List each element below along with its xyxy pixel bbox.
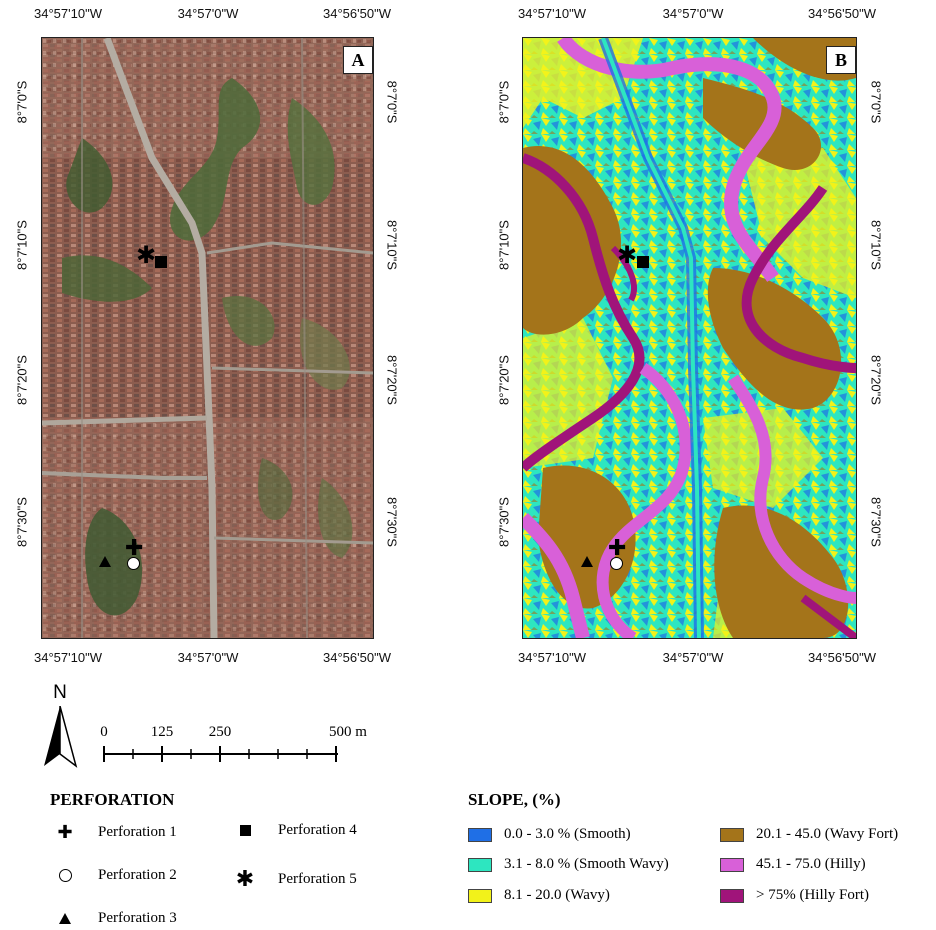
- panel-b-lat-right-1: 8°7'0"S: [868, 80, 884, 124]
- panel-b-letter: B: [826, 46, 856, 74]
- legend-slope-hilly: 45.1 - 75.0 (Hilly): [720, 856, 866, 873]
- scale-label-500: 500 m: [329, 724, 367, 740]
- panel-b-lon-top-1: 34°57'10"W: [518, 6, 586, 21]
- panel-b-lat-right-3: 8°7'20"S: [868, 355, 884, 405]
- panel-a-lon-bottom-1: 34°57'10"W: [34, 650, 102, 665]
- panel-a-letter: A: [343, 46, 373, 74]
- panel-a-lon-top-2: 34°57'0"W: [177, 6, 239, 21]
- legend-perforation-2: Perforation 2: [52, 867, 177, 884]
- circle-icon: [52, 869, 78, 882]
- slope-swatch-5: [720, 888, 744, 903]
- panel-a-lat-left-3: 8°7'20"S: [14, 355, 30, 405]
- panel-b-perforation-2-marker: [610, 557, 623, 570]
- perforation-legend-title: PERFORATION: [50, 790, 175, 809]
- panel-b-lon-top-3: 34°56'50"W: [808, 6, 876, 21]
- panel-a-perforation-2-marker: [127, 557, 140, 570]
- slope-swatch-3: [720, 827, 744, 842]
- legend-slope-wavy-fort: 20.1 - 45.0 (Wavy Fort): [720, 826, 898, 843]
- legend-slope-hilly-fort: > 75% (Hilly Fort): [720, 887, 869, 904]
- legend-perforation-1: ✚ Perforation 1: [52, 822, 177, 843]
- legend-slope-smooth-wavy: 3.1 - 8.0 % (Smooth Wavy): [468, 856, 669, 873]
- legend-slope-wavy-label: 8.1 - 20.0 (Wavy): [504, 887, 610, 903]
- legend-slope-hilly-fort-label: > 75% (Hilly Fort): [756, 887, 870, 903]
- slope-raster: [523, 38, 856, 638]
- panel-a-perforation-4-marker: [155, 256, 167, 268]
- panel-b-lat-left-4: 8°7'30"S: [496, 497, 512, 547]
- plus-icon: ✚: [57, 822, 73, 843]
- square-icon: [232, 825, 258, 836]
- slope-swatch-1: [468, 857, 492, 872]
- scale-label-250: 250: [208, 724, 232, 740]
- north-arrow: N: [42, 682, 78, 768]
- slope-swatch-2: [468, 888, 492, 903]
- legend-slope-smooth-wavy-label: 3.1 - 8.0 % (Smooth Wavy): [504, 856, 669, 872]
- scale-bar: [103, 746, 338, 762]
- aerial-map-panel[interactable]: A: [41, 37, 374, 639]
- panel-b-lat-right-4: 8°7'30"S: [868, 497, 884, 547]
- slope-map-panel[interactable]: B: [522, 37, 857, 639]
- legend-slope-smooth: 0.0 - 3.0 % (Smooth): [468, 826, 631, 843]
- panel-b-lon-top-2: 34°57'0"W: [662, 6, 724, 21]
- panel-a-lat-right-1: 8°7'0"S: [384, 80, 400, 124]
- legend-perforation-4: Perforation 4: [232, 822, 357, 839]
- panel-a-lon-bottom-2: 34°57'0"W: [177, 650, 239, 665]
- legend-perforation-5: ✱ Perforation 5: [232, 867, 357, 892]
- scale-label-0: 0: [100, 724, 108, 740]
- legend-perforation-3-label: Perforation 3: [98, 910, 177, 926]
- panel-a-perforation-5-marker: ✱: [136, 241, 157, 269]
- legend-perforation-1-label: Perforation 1: [98, 824, 177, 840]
- north-label: N: [53, 682, 67, 703]
- legend-perforation-2-label: Perforation 2: [98, 867, 177, 883]
- panel-a-perforation-3-marker: [99, 556, 111, 567]
- slope-swatch-4: [720, 857, 744, 872]
- legend-slope-wavy-fort-label: 20.1 - 45.0 (Wavy Fort): [756, 826, 899, 842]
- panel-b-perforation-3-marker: [581, 556, 593, 567]
- legend-perforation-4-label: Perforation 4: [278, 822, 357, 838]
- legend-perforation-3: Perforation 3: [52, 910, 177, 927]
- panel-a-lat-right-3: 8°7'20"S: [384, 355, 400, 405]
- panel-a-lat-right-2: 8°7'10"S: [384, 220, 400, 270]
- panel-b-lon-bottom-1: 34°57'10"W: [518, 650, 586, 665]
- north-arrow-icon: [44, 706, 78, 768]
- panel-a-lon-bottom-3: 34°56'50"W: [323, 650, 391, 665]
- slope-swatch-0: [468, 827, 492, 842]
- panel-b-perforation-4-marker: [637, 256, 649, 268]
- scale-label-125: 125: [150, 724, 174, 740]
- panel-b-lat-left-1: 8°7'0"S: [496, 80, 512, 124]
- legend-perforation-5-label: Perforation 5: [278, 871, 357, 887]
- panel-b-lat-left-3: 8°7'20"S: [496, 355, 512, 405]
- panel-a-lat-left-4: 8°7'30"S: [14, 497, 30, 547]
- legend-slope-hilly-label: 45.1 - 75.0 (Hilly): [756, 856, 866, 872]
- panel-b-lat-left-2: 8°7'10"S: [496, 220, 512, 270]
- panel-b-lon-bottom-3: 34°56'50"W: [808, 650, 876, 665]
- panel-a-perforation-1-marker: ✚: [125, 536, 144, 561]
- panel-a-lat-right-4: 8°7'30"S: [384, 497, 400, 547]
- aerial-imagery: [42, 38, 373, 638]
- legend-slope-wavy: 8.1 - 20.0 (Wavy): [468, 887, 610, 904]
- legend-slope-smooth-label: 0.0 - 3.0 % (Smooth): [504, 826, 631, 842]
- panel-b-perforation-5-marker: ✱: [617, 241, 638, 269]
- slope-legend-title: SLOPE, (%): [468, 790, 561, 809]
- panel-a-lon-top-1: 34°57'10"W: [34, 6, 102, 21]
- panel-b-lon-bottom-2: 34°57'0"W: [662, 650, 724, 665]
- triangle-icon: [52, 913, 78, 924]
- panel-a-lon-top-3: 34°56'50"W: [323, 6, 391, 21]
- panel-b-perforation-1-marker: ✚: [608, 536, 627, 561]
- panel-b-lat-right-2: 8°7'10"S: [868, 220, 884, 270]
- asterisk-icon: ✱: [235, 867, 255, 892]
- panel-a-lat-left-1: 8°7'0"S: [14, 80, 30, 124]
- panel-a-lat-left-2: 8°7'10"S: [14, 220, 30, 270]
